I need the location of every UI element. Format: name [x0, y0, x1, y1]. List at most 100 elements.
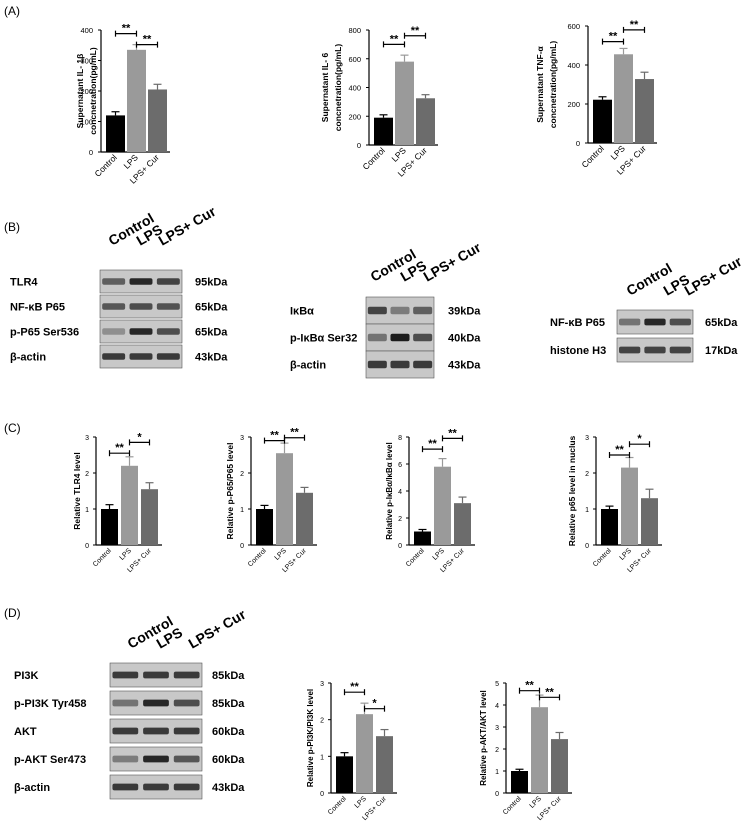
y-tick-label: 1	[320, 754, 324, 761]
y-tick-label: 2	[495, 747, 499, 754]
y-tick-label: 0	[576, 139, 580, 148]
blot-kda-label: 43kDa	[212, 782, 245, 794]
y-tick-label: 200	[80, 87, 93, 96]
y-tick-label: 2	[320, 718, 324, 725]
blot-band	[156, 278, 180, 285]
x-tick-label: Control	[92, 547, 113, 568]
bar-chart: 0 2 4 6 8 Relative p-IκBα/IκBα level Control LP…	[385, 427, 475, 574]
y-tick-label: 3	[495, 725, 499, 732]
bar	[336, 756, 353, 793]
y-tick-label: 1	[495, 769, 499, 776]
x-tick-label: Control	[579, 143, 606, 170]
y-tick-label: 0	[585, 543, 589, 550]
significance-label: **	[350, 681, 359, 693]
y-tick-label: 0	[398, 543, 402, 550]
blot-band	[173, 671, 200, 679]
x-tick-label: Control	[92, 152, 119, 179]
panel-label-a: (A)	[4, 4, 20, 18]
blot-band	[156, 328, 180, 335]
significance-label: **	[390, 33, 399, 45]
blot-band	[129, 278, 153, 285]
blot-band	[112, 699, 139, 707]
blot-band	[619, 346, 641, 354]
lane-label: LPS+ Cur	[156, 203, 219, 249]
blot-band	[644, 318, 666, 326]
blot-kda-label: 65kDa	[195, 302, 228, 314]
y-axis-label: Relative p-IκBα/IκBα level	[385, 442, 394, 539]
blot-row-label: NF-κB P65	[550, 317, 605, 329]
bar	[127, 49, 146, 153]
significance-label: **	[609, 31, 618, 43]
bar	[376, 736, 393, 793]
blot-kda-label: 60kDa	[212, 726, 245, 738]
y-tick-label: 0	[89, 148, 93, 157]
y-axis-label: concnetration(pg/mL)	[88, 47, 98, 135]
blot-band	[143, 699, 169, 707]
x-tick-label: Control	[405, 547, 426, 568]
blot-band	[367, 360, 387, 369]
bar	[531, 707, 548, 793]
y-tick-label: 3	[240, 435, 244, 442]
y-tick-label: 0	[240, 543, 244, 550]
blot-row-label: p-IκBα Ser32	[290, 333, 357, 345]
x-tick-label: Control	[247, 547, 268, 568]
significance-label: **	[143, 34, 152, 46]
blot-band	[390, 306, 410, 315]
bar	[551, 739, 568, 793]
y-axis-label: concnetration(pg/mL)	[333, 44, 343, 132]
y-axis-label: concnetration(pg/mL)	[548, 41, 558, 129]
y-axis-label: Relative p-PI3K/PI3K level	[306, 689, 315, 787]
blot-band	[112, 783, 139, 791]
blot-kda-label: 65kDa	[195, 327, 228, 339]
significance-label: **	[122, 23, 131, 35]
blot-band	[143, 755, 169, 763]
x-tick-label: LPS	[119, 547, 134, 562]
y-tick-label: 0	[85, 543, 89, 550]
bar-chart: 0 1 2 3 4 5 Relative p-AKT/AKT level Control LPS…	[479, 680, 572, 822]
y-tick-label: 2	[398, 516, 402, 523]
y-tick-label: 0	[357, 141, 361, 150]
blot-band	[367, 306, 387, 315]
panel-label-c: (C)	[4, 421, 21, 435]
lane-label: LPS+ Cur	[186, 606, 249, 652]
blot-band	[644, 346, 666, 354]
blot-band	[173, 783, 200, 791]
bar	[416, 98, 435, 145]
significance-label: *	[637, 433, 642, 445]
blot-row-label: PI3K	[14, 670, 39, 682]
significance-label: *	[137, 431, 142, 443]
y-tick-label: 4	[398, 489, 402, 496]
bar	[395, 61, 414, 145]
x-tick-label: LPS	[274, 547, 289, 562]
blot-row-label: IκBα	[290, 306, 314, 318]
y-axis-label: Relative TLR4 level	[72, 452, 82, 529]
blot-row-label: NF-κB P65	[10, 302, 65, 314]
x-tick-label: LPS	[529, 795, 544, 810]
y-tick-label: 400	[80, 26, 93, 35]
y-tick-label: 5	[495, 681, 499, 688]
blot-band	[143, 671, 169, 679]
y-axis-label: Relative p65 level in nuclus	[567, 435, 577, 546]
x-tick-label: Control	[502, 795, 523, 816]
significance-label: **	[115, 442, 124, 454]
y-tick-label: 4	[495, 703, 499, 710]
x-tick-label: Control	[360, 145, 387, 172]
blot-row-label: TLR4	[10, 277, 38, 289]
y-tick-label: 1	[85, 507, 89, 514]
y-tick-label: 3	[85, 435, 89, 442]
blot-band	[173, 699, 200, 707]
y-tick-label: 2	[85, 471, 89, 478]
y-tick-label: 200	[567, 100, 580, 109]
y-tick-label: 200	[348, 112, 361, 121]
blot-band	[102, 353, 126, 360]
bar	[635, 79, 654, 143]
significance-label: *	[372, 698, 377, 710]
x-tick-label: LPS	[432, 547, 447, 562]
blot-kda-label: 43kDa	[448, 360, 481, 372]
bar	[621, 467, 638, 545]
y-tick-label: 100	[80, 118, 93, 127]
significance-label: **	[428, 438, 437, 450]
blot-band	[413, 333, 433, 342]
